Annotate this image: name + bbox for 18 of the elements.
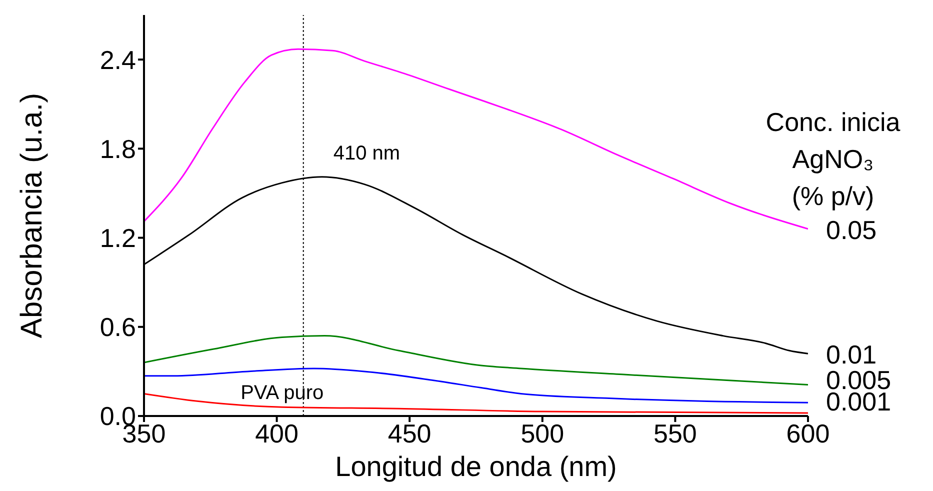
x-tick-label: 600	[786, 418, 830, 448]
x-tick-label: 500	[520, 418, 564, 448]
x-axis-title: Longitud de onda (nm)	[335, 451, 617, 482]
y-tick-label: 1.8	[100, 134, 136, 164]
x-tick-label: 450	[388, 418, 432, 448]
y-tick-label: 0.6	[100, 312, 136, 342]
y-tick-label: 2.4	[100, 44, 136, 75]
ref-line-label: 410 nm	[333, 142, 400, 164]
legend-title: Conc. inicia AgNO₃ (% p/v)	[764, 106, 902, 213]
x-tick-label: 550	[654, 418, 697, 448]
series-label: PVA puro	[240, 382, 324, 404]
line-series	[144, 368, 808, 404]
y-tick-label: 1.2	[100, 223, 136, 254]
x-tick-label: 400	[255, 418, 298, 448]
series-label: 0.05	[826, 214, 877, 245]
series-label: 0.01	[826, 340, 877, 370]
line-series	[144, 335, 808, 386]
y-axis-title: Absorbancia (u.a.)	[16, 92, 48, 338]
